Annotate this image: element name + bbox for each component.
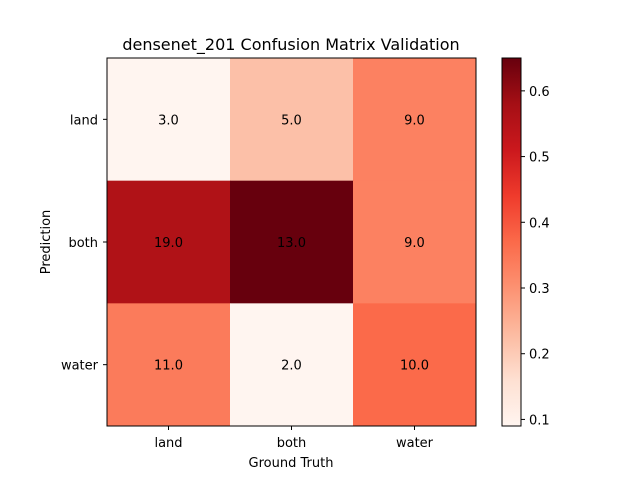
cell-value-label: 19.0 xyxy=(154,236,183,251)
heatmap-cell xyxy=(230,303,354,427)
cell-value-label: 10.0 xyxy=(400,359,429,374)
cell-value-label: 11.0 xyxy=(154,359,183,374)
heatmap-cell xyxy=(107,180,231,304)
chart-title: densenet_201 Confusion Matrix Validation xyxy=(122,35,459,55)
cell-value-label: 13.0 xyxy=(277,236,306,251)
heatmap-cell xyxy=(230,58,354,182)
heatmap-cell xyxy=(107,58,231,182)
colorbar-tick-label: 0.2 xyxy=(529,348,550,363)
cell-value-label: 9.0 xyxy=(404,113,425,128)
heatmap-cell xyxy=(353,303,477,427)
colorbar-tick-label: 0.1 xyxy=(529,413,550,428)
colorbar-tick-label: 0.4 xyxy=(529,216,550,231)
x-tick-label: water xyxy=(396,436,434,451)
cell-value-label: 9.0 xyxy=(404,236,425,251)
cell-value-label: 3.0 xyxy=(158,113,179,128)
x-tick-label: both xyxy=(277,436,307,451)
heatmap-cell xyxy=(107,303,231,427)
colorbar-tick-label: 0.6 xyxy=(529,85,550,100)
x-axis-label: Ground Truth xyxy=(249,456,334,471)
cell-value-label: 5.0 xyxy=(281,113,302,128)
y-tick-label: water xyxy=(61,359,99,374)
colorbar-tick-label: 0.3 xyxy=(529,282,550,297)
y-tick-label: both xyxy=(68,236,98,251)
colorbar xyxy=(501,57,522,427)
y-tick-label: land xyxy=(70,113,98,128)
y-axis-label: Prediction xyxy=(39,210,54,275)
colorbar-tick-label: 0.5 xyxy=(529,151,550,166)
heatmap-cell xyxy=(353,58,477,182)
cell-value-label: 2.0 xyxy=(281,359,302,374)
x-tick-label: land xyxy=(154,436,182,451)
heatmap-cell xyxy=(230,180,354,304)
heatmap-cell xyxy=(353,180,477,304)
